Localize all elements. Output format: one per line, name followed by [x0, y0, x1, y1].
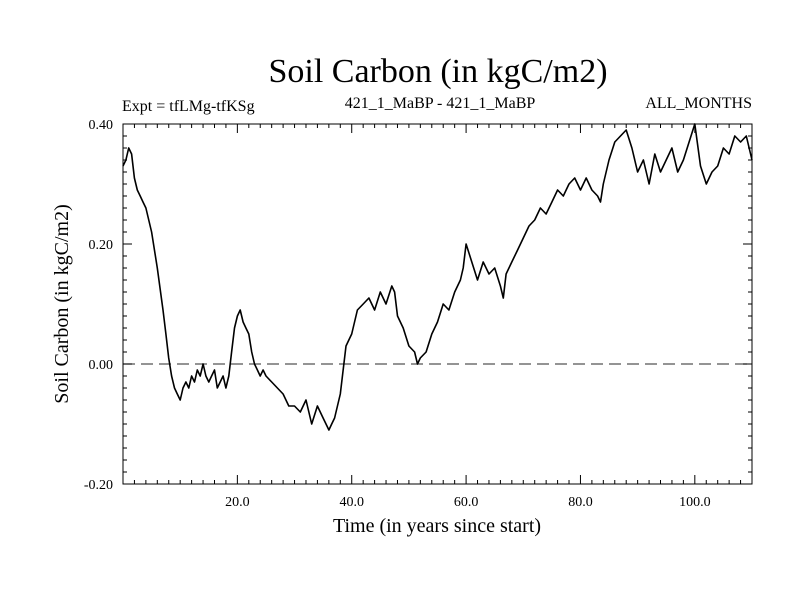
plot-frame [122, 123, 753, 485]
x-tick-label: 100.0 [679, 495, 711, 510]
chart-title: Soil Carbon (in kgC/m2) [268, 53, 607, 90]
y-tick-label: 0.00 [89, 358, 114, 373]
experiment-label: Expt = tfLMg-tfKSg [122, 98, 255, 115]
x-axis-label: Time (in years since start) [333, 515, 541, 537]
ticks-layer: 20.0 40.0 60.0 80.0 100.0 -0.20 0.00 0.20 0.40 [84, 118, 752, 510]
y-tick-label: 0.40 [89, 118, 114, 133]
x-tick-label: 60.0 [454, 495, 479, 510]
series-layer [122, 123, 753, 431]
x-tick-label: 40.0 [339, 495, 364, 510]
x-tick-label: 80.0 [568, 495, 593, 510]
soil-carbon-line [122, 123, 753, 431]
months-label: ALL_MONTHS [645, 95, 752, 112]
y-tick-label: -0.20 [84, 478, 113, 493]
x-tick-label: 20.0 [225, 495, 250, 510]
y-axis-label: Soil Carbon (in kgC/m2) [51, 204, 73, 403]
period-label: 421_1_MaBP - 421_1_MaBP [345, 95, 536, 112]
y-tick-label: 0.20 [89, 238, 114, 253]
